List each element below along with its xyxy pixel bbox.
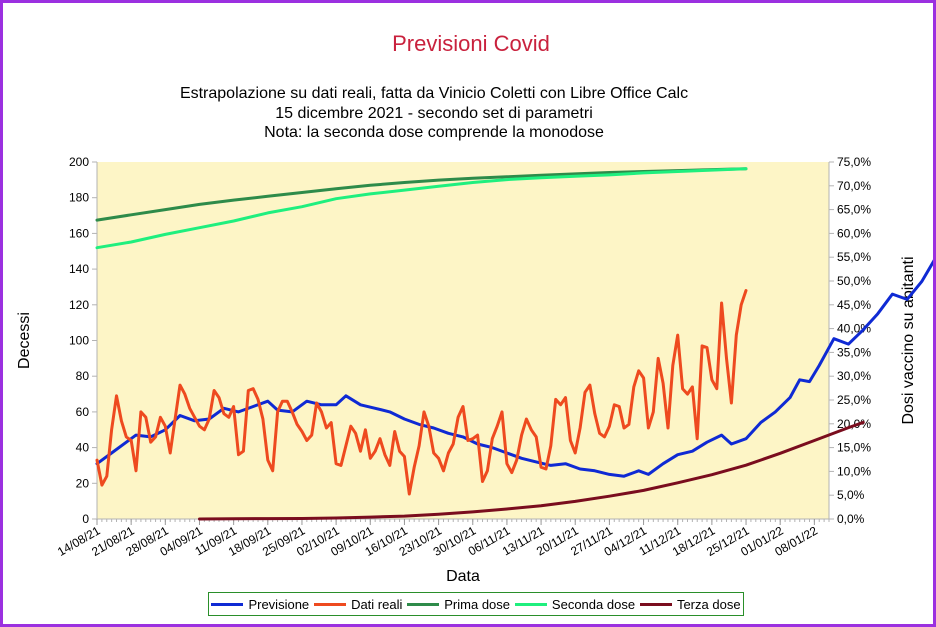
y-tick-label: 200 [69,155,89,169]
y2-tick-label: 5,0% [837,488,865,502]
subtitle-line-3: Nota: la seconda dose comprende la monod… [264,124,604,141]
y2-tick-label: 15,0% [837,441,871,455]
y-tick-label: 180 [69,191,89,205]
y2-axis-title: Dosi vaccino su abitanti [900,256,917,424]
x-axis-title: Data [446,568,480,585]
y-tick-label: 120 [69,298,89,312]
legend-label: Prima dose [444,596,511,612]
plot-area [97,162,829,519]
legend-item-previsione: Previsione [211,597,309,612]
legend-label: Previsione [248,596,310,612]
subtitle-line-2: 15 dicembre 2021 - secondo set di parame… [275,105,593,122]
legend-label: Terza dose [676,596,741,612]
legend-label: Dati reali [351,596,403,612]
y2-tick-label: 45,0% [837,298,871,312]
legend-swatch [314,602,347,606]
y-axis-title: Decessi [16,312,33,369]
y-tick-label: 20 [76,476,90,490]
line-chart: 0 20 40 60 80 100 120 140 160 180 200 0,0% 5,0% 10,0%… [16,155,933,585]
legend-swatch [211,602,244,606]
series-line-prima-dose [95,167,748,222]
y2-tick-label: 0,0% [837,512,865,526]
y-tick-label: 100 [69,334,89,348]
y2-tick-label: 50,0% [837,274,871,288]
legend-item-terza-dose: Terza dose [639,596,741,612]
y2-tick-label: 55,0% [837,250,871,264]
y2-tick-label: 35,0% [837,345,871,359]
y-tick-label: 40 [76,441,90,455]
series-line-dati-reali [95,289,748,496]
y-tick-label: 80 [76,369,90,383]
series-line-terza-dose [198,420,865,521]
y2-tick-label: 65,0% [837,203,871,217]
y2-tick-label: 25,0% [837,393,871,407]
legend-label: Seconda dose [551,596,636,612]
legend-item-dati-reali: Dati reali [314,597,402,612]
y2-tick-label: 70,0% [837,179,871,193]
legend-swatch [639,602,672,606]
y-tick-label: 60 [76,405,90,419]
legend-item-prima-dose: Prima dose [407,597,510,612]
legend-swatch [514,602,547,606]
y2-tick-label: 75,0% [837,155,871,169]
y2-tick-label: 10,0% [837,464,871,478]
chart-title: Previsioni Covid [392,31,550,56]
legend-swatch [407,602,440,606]
legend-item-seconda-dose: Seconda dose [514,596,636,612]
y-tick-label: 0 [82,512,89,526]
y2-tick-label: 30,0% [837,369,871,383]
y-tick-label: 140 [69,262,89,276]
series-line-seconda-dose [95,167,748,250]
subtitle-line-1: Estrapolazione su dati reali, fatta da V… [179,85,689,102]
y-tick-label: 160 [69,226,89,240]
chart-legend: Previsione Dati reali Prima dose Seconda do… [208,592,744,616]
y2-tick-label: 60,0% [837,226,871,240]
